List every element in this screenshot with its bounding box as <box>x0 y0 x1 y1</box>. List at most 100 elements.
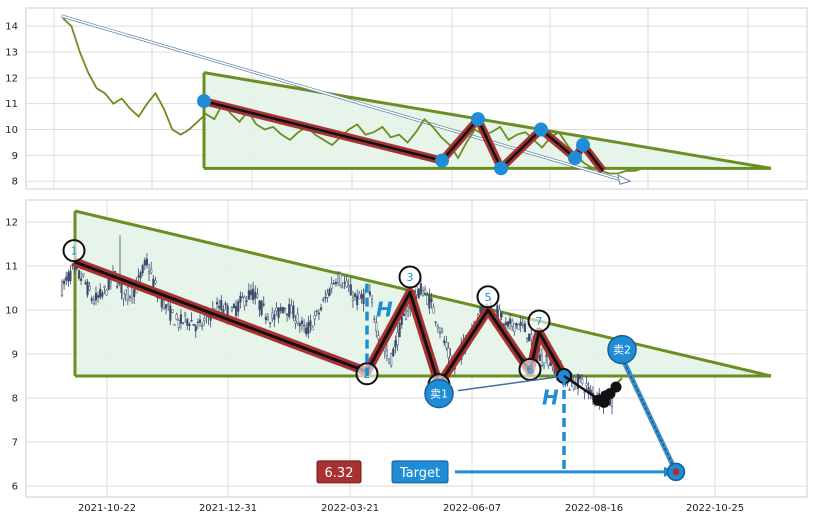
candle-body <box>235 306 238 316</box>
candle-body <box>69 270 72 281</box>
candle-body <box>84 282 87 284</box>
candle-body <box>362 293 365 304</box>
candle-body <box>281 307 284 314</box>
candle-body <box>579 374 582 379</box>
candle-body <box>122 292 125 300</box>
candle-body <box>568 389 571 391</box>
candle-body <box>311 326 314 331</box>
candle-body <box>290 305 293 314</box>
candle-body <box>258 300 261 310</box>
candle-body <box>188 324 191 326</box>
candle-body <box>203 317 206 321</box>
candle-body <box>347 285 350 288</box>
candle-body <box>320 307 323 310</box>
candle-body <box>513 323 516 332</box>
candle-body <box>243 296 246 307</box>
candle-body <box>511 320 514 327</box>
x-tick-label: 2022-06-07 <box>443 503 501 514</box>
candle-body <box>162 299 165 309</box>
candle-body <box>82 273 85 277</box>
bottom-y-tick-labels: 6 7 8 9 10 11 12 <box>5 218 18 493</box>
candle-body <box>165 304 168 309</box>
candle-body <box>60 281 64 296</box>
breakout-drop-line <box>563 374 601 402</box>
candle-body <box>356 295 359 306</box>
candle-body <box>415 286 418 296</box>
candle-body <box>351 297 354 302</box>
candle-body <box>92 300 95 304</box>
candle-body <box>67 272 70 282</box>
wave-label-number: 3 <box>407 271 414 284</box>
top-wave-markers <box>197 94 607 176</box>
candle-body <box>249 290 253 296</box>
candle-body <box>504 322 507 325</box>
candle-body <box>500 312 503 318</box>
candle-body <box>303 324 306 327</box>
candle-body <box>530 334 533 340</box>
candle-body <box>266 316 270 320</box>
candle-body <box>222 309 225 313</box>
candle-body <box>373 318 376 321</box>
candle-body <box>341 285 344 288</box>
candle-body <box>152 278 155 287</box>
candle-body <box>184 312 187 316</box>
target-price-badge <box>316 460 362 484</box>
candle-body <box>407 309 410 312</box>
candle-body <box>90 298 93 301</box>
candle-body <box>337 273 340 283</box>
candle-body <box>585 383 588 386</box>
candle-body <box>298 323 301 327</box>
candle-body <box>181 322 185 324</box>
candle-body <box>385 349 388 357</box>
candle-body <box>400 316 403 325</box>
bottom-y-tick-label: 10 <box>5 306 18 317</box>
candle-body <box>65 276 68 281</box>
candle-body <box>148 271 151 274</box>
wave-label-number: 5 <box>485 291 492 304</box>
candle-body <box>354 293 357 297</box>
top-triangle-upper-edge <box>203 71 772 170</box>
candle-body <box>339 273 342 286</box>
candle-body <box>358 293 361 300</box>
top-trend-arrow-head <box>617 174 632 185</box>
candle-body <box>300 320 304 325</box>
bottom-y-tick-label: 12 <box>5 218 18 229</box>
sell1-label: 卖1 <box>430 388 448 401</box>
top-wave-marker <box>435 153 449 168</box>
candle-body <box>545 355 548 357</box>
candle-body <box>237 301 240 312</box>
candle-body <box>438 331 442 334</box>
candle-body <box>139 272 142 279</box>
bottom-wave-path: 1234567 <box>62 239 572 397</box>
candle-body <box>313 315 316 320</box>
candle-body <box>273 314 276 320</box>
candle-body <box>542 362 546 367</box>
candle-body <box>167 303 170 306</box>
candle-body <box>424 288 427 294</box>
top-y-tick-label: 10 <box>5 125 18 136</box>
candle-body <box>254 291 257 299</box>
top-wave-marker <box>534 122 548 137</box>
sell2-label: 卖2 <box>613 344 631 357</box>
candle-body <box>137 275 140 278</box>
candle-body <box>398 323 401 338</box>
candle-body <box>88 285 91 291</box>
candle-body <box>173 324 176 326</box>
candle-body <box>86 281 89 296</box>
candle-body <box>196 321 199 324</box>
x-tick-label: 2021-10-22 <box>78 503 136 514</box>
candle-body <box>105 289 108 296</box>
candle-body <box>517 323 520 330</box>
candle-body <box>192 323 195 326</box>
x-axis-date-labels: 2021-10-22 2021-12-31 2022-03-21 2022-06-07… <box>78 503 744 514</box>
candle-body <box>538 354 541 362</box>
x-tick-label: 2022-10-25 <box>686 503 744 514</box>
candle-body <box>404 311 408 320</box>
candle-body <box>421 290 425 297</box>
wave-label-circle <box>398 265 422 289</box>
candle-body <box>519 322 522 326</box>
candle-body <box>324 297 327 299</box>
candle-body <box>526 337 529 339</box>
top-y-tick-labels: 8 9 10 11 12 13 14 <box>5 22 18 188</box>
